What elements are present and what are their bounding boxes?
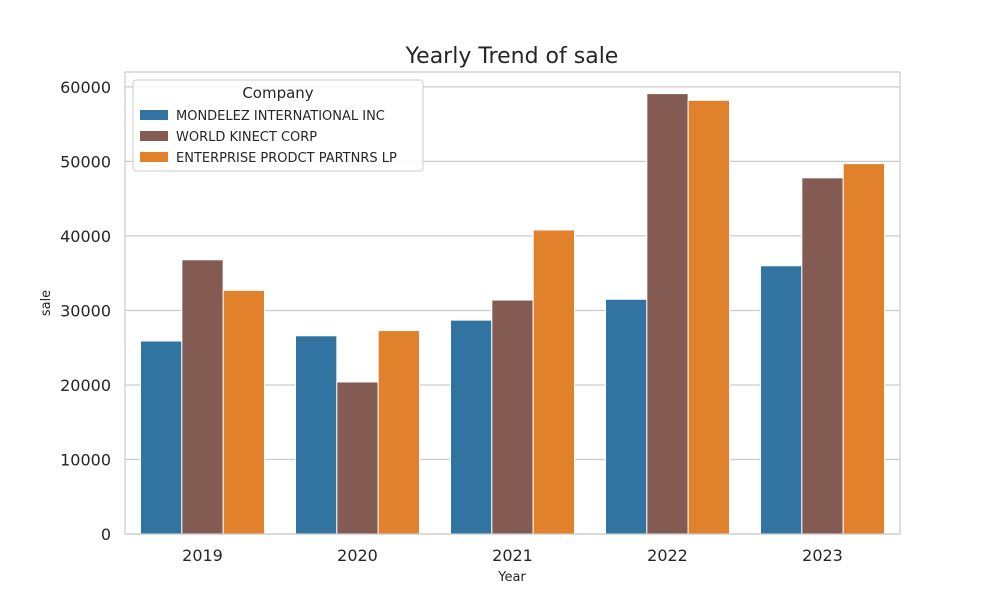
y-tick-label: 50000 xyxy=(60,152,111,171)
legend-swatch xyxy=(140,110,168,120)
x-tick-label: 2020 xyxy=(337,546,378,565)
bar-1-2022 xyxy=(605,298,648,535)
bar-3-2023 xyxy=(842,163,886,535)
plot-frame xyxy=(124,71,901,535)
bar-2-2020 xyxy=(336,381,379,535)
bars xyxy=(140,93,886,535)
bar-2-2021 xyxy=(491,299,534,535)
y-tick-label: 0 xyxy=(101,525,111,544)
x-axis-label: Year xyxy=(497,570,526,585)
x-tick-label: 2019 xyxy=(182,546,223,565)
y-tick-label: 30000 xyxy=(60,301,111,320)
x-tick-labels: 2019 2020 2021 2022 2023 xyxy=(182,546,843,565)
bar-1-2023 xyxy=(760,265,803,535)
legend-title: Company xyxy=(242,84,313,102)
x-tick-label: 2023 xyxy=(802,546,843,565)
bar-1-2020 xyxy=(295,335,338,535)
legend-swatch xyxy=(140,131,168,141)
x-tick-label: 2021 xyxy=(492,546,533,565)
bar-1-2021 xyxy=(450,319,493,535)
y-tick-label: 60000 xyxy=(60,78,111,97)
bar-1-2019 xyxy=(140,340,183,535)
bar-3-2022 xyxy=(687,99,731,535)
bar-3-2019 xyxy=(222,289,266,535)
bar-2-2019 xyxy=(181,259,224,535)
y-tick-labels: 0 10000 20000 30000 40000 50000 60000 xyxy=(60,78,111,544)
y-tick-label: 10000 xyxy=(60,450,111,469)
x-tick-label: 2022 xyxy=(647,546,688,565)
legend: Company MONDELEZ INTERNATIONAL INC WORLD … xyxy=(132,79,424,172)
bar-2-2022 xyxy=(646,93,689,535)
legend-entry: ENTERPRISE PRODCT PARTNRS LP xyxy=(176,151,397,166)
legend-swatch xyxy=(140,152,168,162)
legend-box xyxy=(132,79,424,172)
bar-2-2023 xyxy=(801,177,844,535)
y-tick-label: 20000 xyxy=(60,376,111,395)
y-tick-label: 40000 xyxy=(60,227,111,246)
y-axis-label: sale xyxy=(39,290,54,316)
bar-3-2020 xyxy=(377,330,420,535)
legend-entry: MONDELEZ INTERNATIONAL INC xyxy=(176,109,385,124)
legend-entry: WORLD KINECT CORP xyxy=(176,130,317,145)
chart-title: Yearly Trend of sale xyxy=(405,44,619,69)
bar-3-2021 xyxy=(532,229,576,535)
